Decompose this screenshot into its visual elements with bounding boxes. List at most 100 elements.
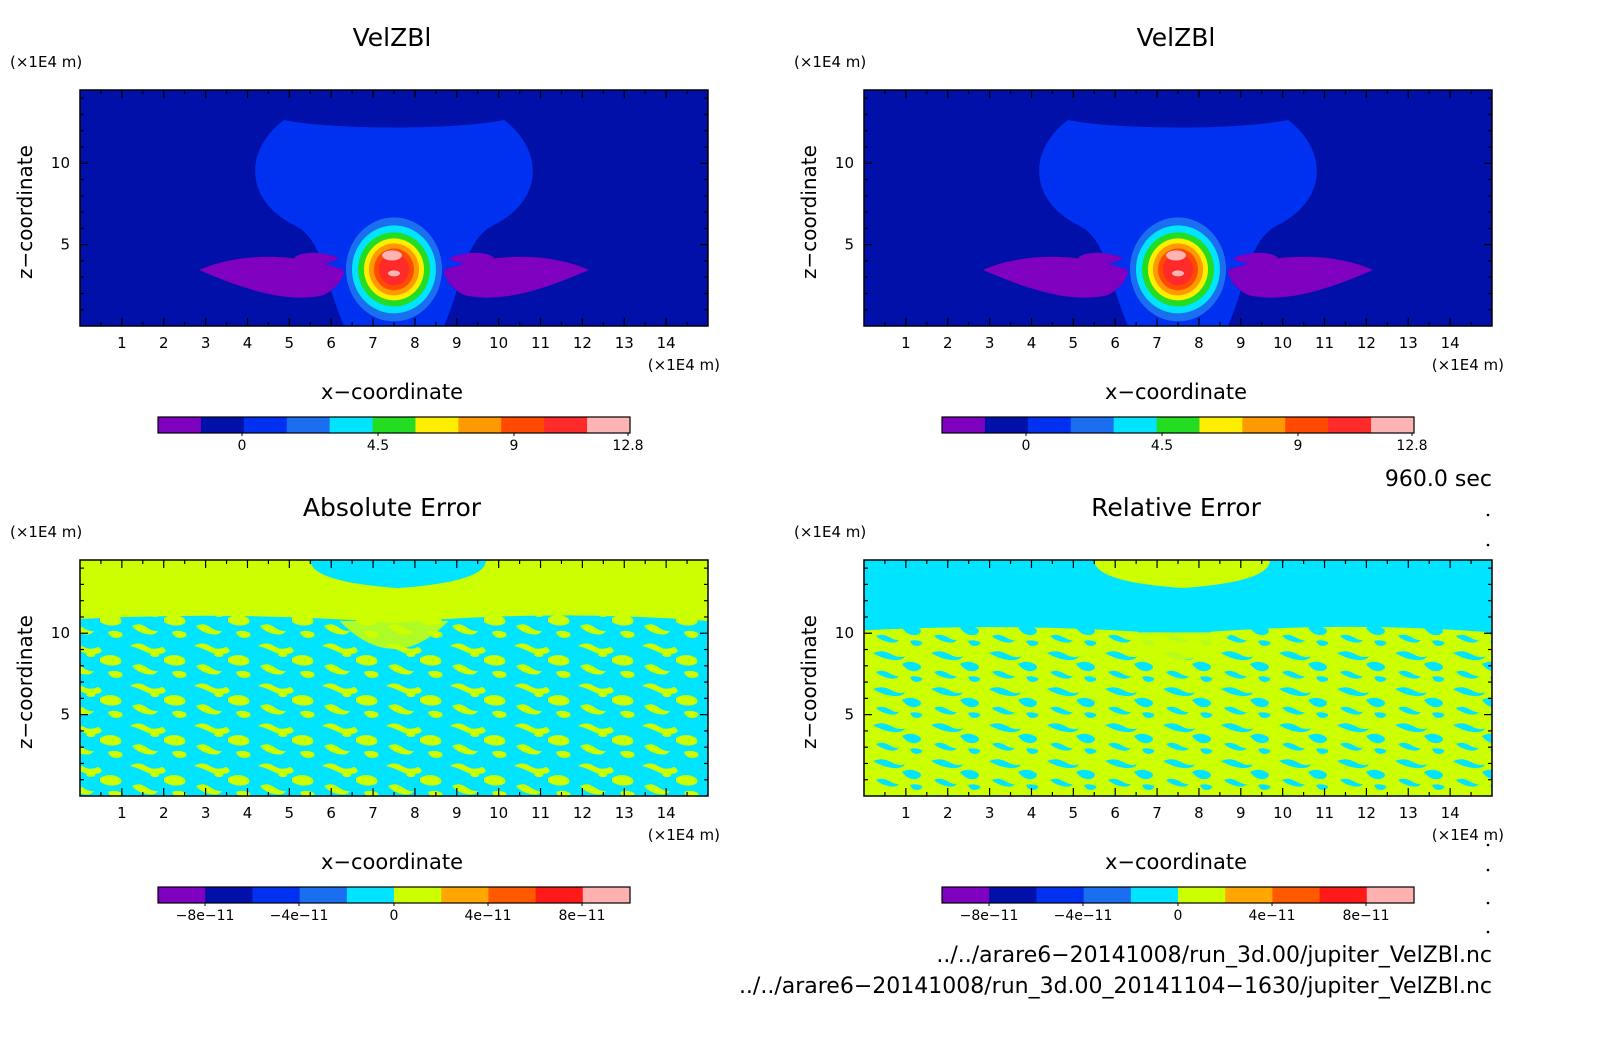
colorbar-frame [157, 416, 631, 434]
y-tick-label: 10 [51, 154, 70, 172]
colorbar-label: 4.5 [1151, 438, 1173, 454]
panel-title: VelZBl [1137, 23, 1216, 52]
colorbar-swatch [286, 417, 331, 433]
colorbar-swatch [299, 887, 348, 903]
colorbar-label: 4.5 [367, 438, 389, 454]
colorbar-swatch [1070, 417, 1115, 433]
panel-title: Absolute Error [303, 493, 482, 522]
core-contour-6 [379, 253, 409, 286]
x-unit-label: (×1E4 m) [1432, 356, 1504, 374]
downdraft-lobe-right [1233, 252, 1278, 264]
colorbar-swatch [1036, 887, 1085, 903]
x-tick-label: 1 [901, 804, 911, 822]
colorbar-swatch [346, 887, 395, 903]
central-funnel [1123, 632, 1233, 661]
core-peak-lower [388, 270, 400, 277]
panel-velzbi-2: VelZBl(×1E4 m)1 2 3 4 5 6 7 8 9 10 11 12 13 14510(×1E… [794, 23, 1504, 454]
x-tick-label: 13 [1399, 804, 1418, 822]
stray-dot [1486, 901, 1490, 905]
x-tick-label: 4 [243, 334, 253, 352]
x-tick-label: 4 [1027, 804, 1037, 822]
colorbar-label: 8e−11 [1342, 908, 1389, 924]
y-tick-label: 10 [835, 154, 854, 172]
downdraft-wing-right [444, 256, 589, 298]
colorbar-swatch [535, 887, 584, 903]
colorbar-swatch [587, 417, 631, 433]
y-axis-label: z−coordinate [13, 615, 37, 749]
x-tick-label: 9 [452, 804, 462, 822]
upper-error-band [80, 560, 708, 623]
x-tick-label: 5 [1069, 334, 1079, 352]
x-axis-label: x−coordinate [1105, 850, 1247, 874]
x-tick-label: 12 [1357, 334, 1376, 352]
x-tick-label: 7 [1152, 334, 1162, 352]
x-unit-label: (×1E4 m) [648, 826, 720, 844]
colorbar-swatch [942, 887, 990, 903]
downdraft-wing-left [199, 256, 344, 298]
heatmap-field [864, 90, 1492, 326]
colorbar-label: 12.8 [612, 438, 643, 454]
colorbar: −8e−11 −4e−11 0 4e−11 8e−11 [941, 886, 1415, 924]
downdraft-lobe-left [1078, 252, 1123, 264]
colorbar-swatch [1130, 887, 1179, 903]
x-axis-label: x−coordinate [321, 380, 463, 404]
x-tick-label: 6 [1110, 334, 1120, 352]
upper-error-band [864, 560, 1492, 635]
x-tick-label: 11 [1315, 804, 1334, 822]
colorbar-swatch [458, 417, 502, 433]
colorbar-label: −8e−11 [960, 908, 1019, 924]
x-tick-label: 5 [285, 804, 295, 822]
colorbar-swatch [1027, 417, 1072, 433]
y-unit-label: (×1E4 m) [794, 523, 866, 541]
panel-title: VelZBl [353, 23, 432, 52]
x-tick-label: 5 [285, 334, 295, 352]
panel-absolute-error: Absolute Error(×1E4 m)1 2 3 4 5 6 7 8 9 10 11 12 13 1… [10, 493, 720, 924]
x-tick-label: 13 [615, 804, 634, 822]
time-label: 960.0 sec [1385, 467, 1492, 492]
colorbar-swatch [1156, 417, 1200, 433]
x-tick-label: 10 [489, 334, 508, 352]
top-cap-region [1094, 560, 1271, 588]
panel-title: Relative Error [1091, 493, 1261, 522]
y-tick-label: 10 [51, 624, 70, 642]
x-tick-label: 9 [452, 334, 462, 352]
colorbar-label: 0 [238, 438, 247, 454]
x-tick-label: 4 [243, 804, 253, 822]
colorbar-label: 0 [1022, 438, 1031, 454]
colorbar-label: 9 [1294, 438, 1303, 454]
x-tick-label: 6 [326, 334, 336, 352]
colorbar-swatch [488, 887, 537, 903]
y-tick-label: 5 [844, 236, 854, 254]
x-tick-label: 7 [368, 334, 378, 352]
colorbar-label: −8e−11 [176, 908, 235, 924]
x-tick-label: 3 [201, 804, 211, 822]
colorbar-swatch [501, 417, 545, 433]
y-tick-label: 5 [60, 706, 70, 724]
x-tick-label: 6 [1110, 804, 1120, 822]
x-tick-label: 2 [159, 334, 169, 352]
x-tick-label: 8 [410, 804, 420, 822]
stray-dot [1486, 543, 1490, 547]
heatmap-field [80, 560, 708, 796]
x-tick-label: 13 [1399, 334, 1418, 352]
x-tick-label: 11 [1315, 334, 1334, 352]
colorbar-swatch [1083, 887, 1132, 903]
stray-dot [1486, 868, 1490, 872]
downdraft-wing-left [983, 256, 1128, 298]
colorbar-swatch [394, 887, 442, 903]
colorbar-label: 9 [510, 438, 519, 454]
x-axis-label: x−coordinate [1105, 380, 1247, 404]
x-tick-label: 8 [410, 334, 420, 352]
colorbar-label: 0 [390, 908, 399, 924]
x-tick-label: 1 [901, 334, 911, 352]
colorbar-label: 4e−11 [1248, 908, 1295, 924]
x-tick-label: 3 [985, 804, 995, 822]
downdraft-lobe-left [294, 252, 339, 264]
panel-velzbi-1: VelZBl(×1E4 m)1 2 3 4 5 6 7 8 9 10 11 12 13 14510(×1E… [10, 23, 720, 454]
y-axis-label: z−coordinate [797, 615, 821, 749]
x-tick-label: 14 [657, 804, 676, 822]
x-tick-label: 14 [657, 334, 676, 352]
colorbar-swatch [415, 417, 459, 433]
colorbar-swatch [984, 417, 1029, 433]
